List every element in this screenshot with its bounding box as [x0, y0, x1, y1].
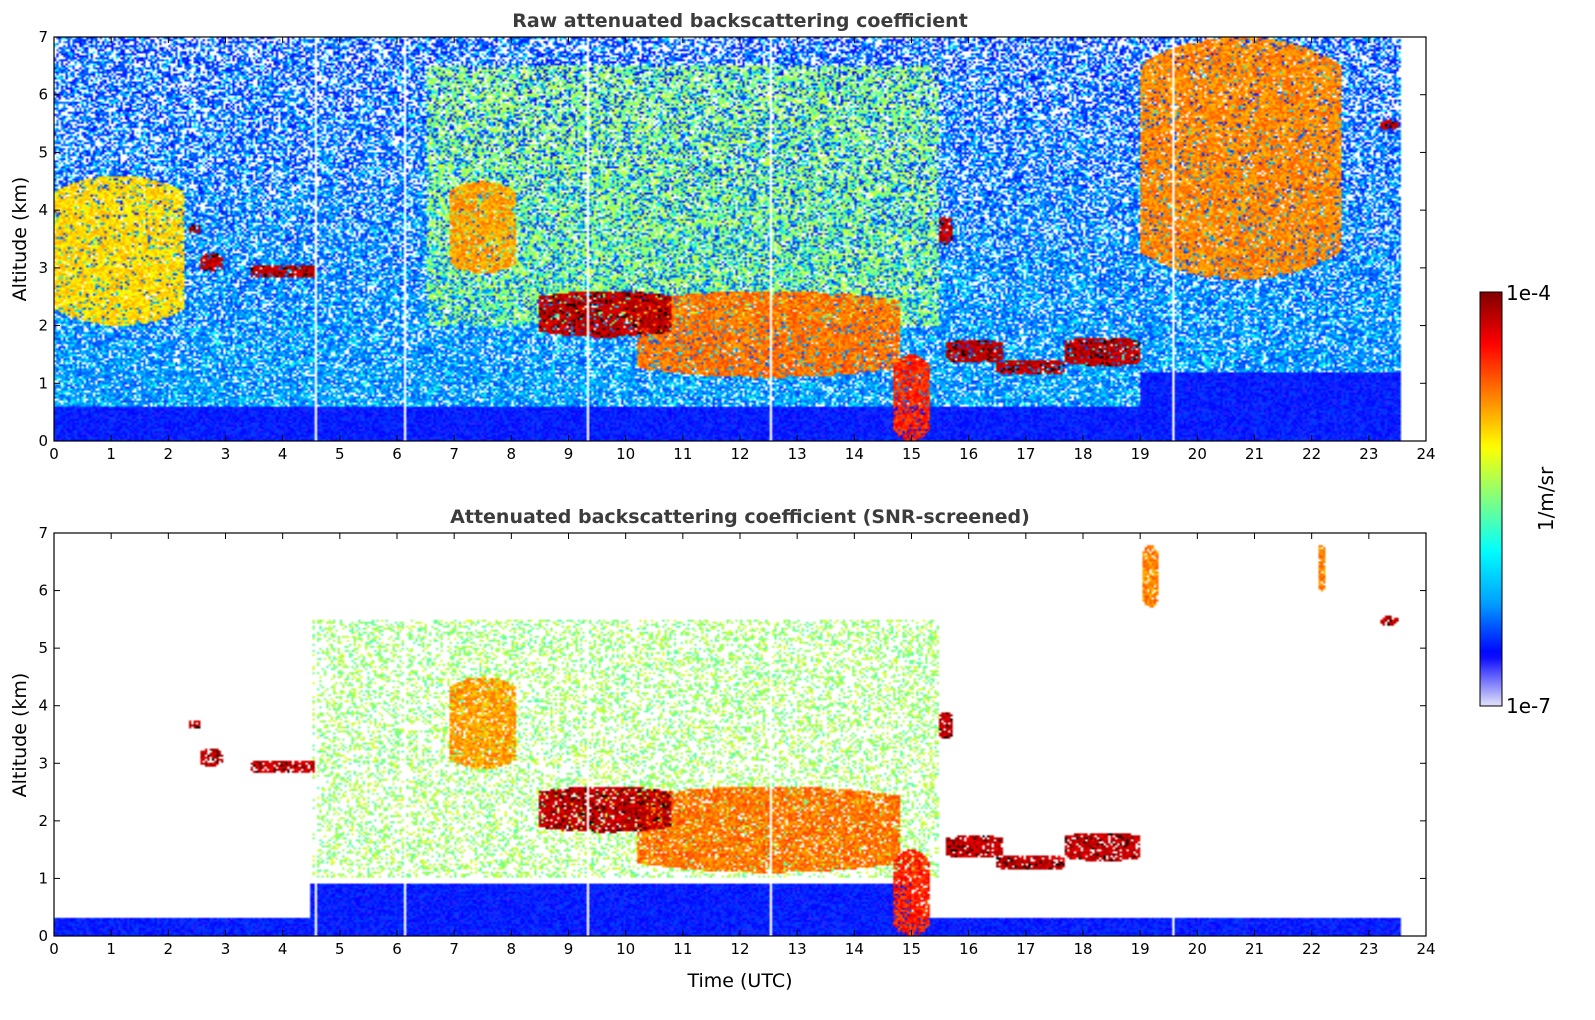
x-tick-label: 18 [1073, 940, 1092, 958]
x-tick-label: 4 [278, 445, 288, 463]
x-tick-label: 5 [335, 940, 345, 958]
x-tick-label: 14 [845, 940, 864, 958]
y-tick-label: 6 [38, 86, 48, 104]
x-tick-label: 9 [564, 940, 574, 958]
y-tick-label: 7 [38, 524, 48, 542]
x-tick-label: 10 [616, 445, 635, 463]
y-tick-label: 5 [38, 639, 48, 657]
x-tick-label: 6 [392, 940, 402, 958]
panel-screened: Attenuated backscattering coefficient (S… [9, 506, 1436, 992]
x-tick-label: 2 [164, 445, 174, 463]
colorbar: 1e-4 1e-7 1/m/sr [1479, 281, 1558, 718]
x-tick-label: 0 [49, 445, 59, 463]
x-tick-label: 4 [278, 940, 288, 958]
x-tick-label: 8 [507, 445, 517, 463]
y-tick-label: 7 [38, 28, 48, 46]
x-tick-label: 22 [1302, 940, 1321, 958]
x-tick-label: 3 [221, 445, 231, 463]
panel-screened-ticks: 0 1 2 3 4 5 6 7 8 9 10 11 12 13 14 15 16 17 18 19 20 21 22 23 24… [38, 524, 1435, 958]
x-tick-label: 12 [730, 445, 749, 463]
panel-raw-heatmap [54, 37, 1426, 441]
x-tick-label: 24 [1416, 445, 1435, 463]
panel-screened-heatmap [54, 533, 1426, 936]
x-tick-label: 20 [1188, 940, 1207, 958]
x-tick-label: 20 [1188, 445, 1207, 463]
colorbar-min-label: 1e-7 [1506, 694, 1551, 718]
x-tick-label: 5 [335, 445, 345, 463]
x-tick-label: 11 [673, 940, 692, 958]
x-tick-label: 21 [1245, 940, 1264, 958]
x-tick-label: 10 [616, 940, 635, 958]
x-tick-label: 7 [449, 940, 459, 958]
x-tick-label: 23 [1359, 445, 1378, 463]
x-tick-label: 1 [106, 445, 116, 463]
x-tick-label: 3 [221, 940, 231, 958]
x-tick-label: 13 [788, 445, 807, 463]
x-tick-label: 6 [392, 445, 402, 463]
x-tick-label: 16 [959, 940, 978, 958]
y-tick-label: 1 [38, 869, 48, 887]
x-tick-label: 16 [959, 445, 978, 463]
x-tick-label: 11 [673, 445, 692, 463]
y-tick-label: 0 [38, 927, 48, 945]
y-tick-label: 6 [38, 582, 48, 600]
y-tick-label: 1 [38, 374, 48, 392]
y-tick-label: 5 [38, 143, 48, 161]
panel-raw: Raw attenuated backscattering coefficien… [9, 10, 1436, 463]
x-tick-label: 17 [1016, 445, 1035, 463]
panel-screened-ylabel: Altitude (km) [9, 673, 31, 798]
x-tick-label: 2 [164, 940, 174, 958]
x-tick-label: 7 [449, 445, 459, 463]
panel-raw-ylabel: Altitude (km) [9, 177, 31, 302]
y-tick-label: 3 [38, 754, 48, 772]
panel-raw-title: Raw attenuated backscattering coefficien… [512, 10, 968, 32]
x-tick-label: 23 [1359, 940, 1378, 958]
panel-screened-title: Attenuated backscattering coefficient (S… [450, 506, 1030, 528]
x-tick-label: 14 [845, 445, 864, 463]
x-tick-label: 15 [902, 445, 921, 463]
x-tick-label: 18 [1073, 445, 1092, 463]
colorbar-max-label: 1e-4 [1506, 281, 1551, 305]
y-tick-label: 2 [38, 812, 48, 830]
x-tick-label: 19 [1131, 940, 1150, 958]
panel-screened-xlabel: Time (UTC) [686, 970, 792, 992]
y-tick-label: 3 [38, 259, 48, 277]
x-tick-label: 17 [1016, 940, 1035, 958]
y-tick-label: 4 [38, 201, 48, 219]
colorbar-unit-label: 1/m/sr [1534, 466, 1558, 531]
x-tick-label: 12 [730, 940, 749, 958]
x-tick-label: 13 [788, 940, 807, 958]
y-tick-label: 4 [38, 697, 48, 715]
colorbar-gradient [1480, 292, 1502, 706]
x-tick-label: 9 [564, 445, 574, 463]
x-tick-label: 22 [1302, 445, 1321, 463]
x-tick-label: 19 [1131, 445, 1150, 463]
x-tick-label: 8 [507, 940, 517, 958]
colorbar-frame [1479, 291, 1503, 707]
x-tick-label: 24 [1416, 940, 1435, 958]
x-tick-label: 1 [106, 940, 116, 958]
x-tick-label: 21 [1245, 445, 1264, 463]
x-tick-label: 15 [902, 940, 921, 958]
x-tick-label: 0 [49, 940, 59, 958]
y-tick-label: 2 [38, 317, 48, 335]
y-tick-label: 0 [38, 432, 48, 450]
panel-raw-ticks: 0 1 2 3 4 5 6 7 8 9 10 11 12 13 14 15 16 17 18 19 20 21 22 23 24… [38, 28, 1435, 463]
